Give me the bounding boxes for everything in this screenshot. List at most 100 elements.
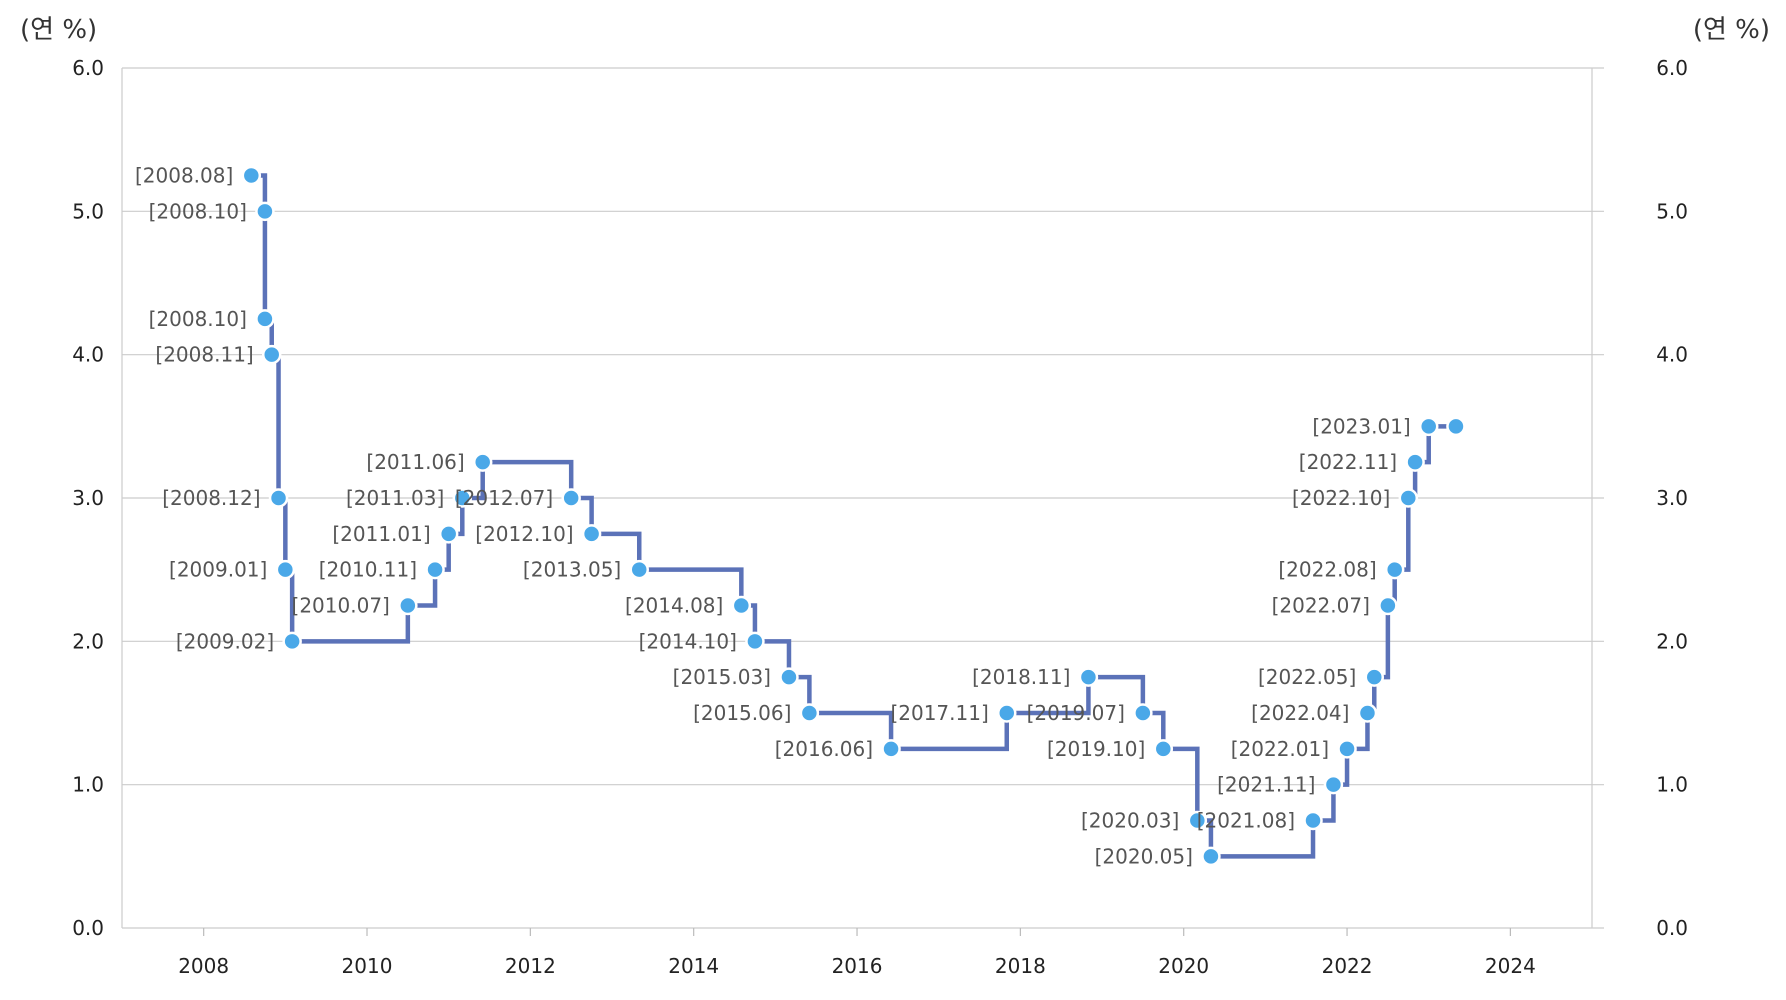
x-tick-label: 2022 xyxy=(1322,954,1373,978)
data-point-label: [2009.01] xyxy=(169,558,267,582)
data-point-label: [2015.03] xyxy=(673,665,771,689)
data-point-label: [2013.05] xyxy=(523,558,621,582)
data-point-marker xyxy=(472,452,493,472)
data-point-marker xyxy=(275,559,296,580)
data-point-marker xyxy=(779,667,799,687)
data-point-label: [2011.01] xyxy=(332,522,430,546)
data-point-marker xyxy=(425,559,445,580)
data-point-marker xyxy=(997,703,1017,723)
data-point-label: [2009.02] xyxy=(176,629,274,653)
y-tick-label-right: 3.0 xyxy=(1656,486,1688,510)
data-point-label: [2019.10] xyxy=(1047,737,1145,761)
data-point-marker xyxy=(1303,810,1323,831)
x-tick-label: 2018 xyxy=(995,954,1046,978)
y-tick-label-right: 2.0 xyxy=(1656,629,1688,653)
x-tick-label: 2016 xyxy=(832,954,883,978)
y-axis-unit-right: (연 %) xyxy=(1693,15,1770,45)
data-point-marker xyxy=(1418,416,1439,437)
data-point-marker xyxy=(581,524,602,544)
y-tick-label-left: 6.0 xyxy=(72,56,104,80)
data-point-marker xyxy=(745,631,765,652)
data-point-marker xyxy=(282,631,302,652)
data-point-label: [2021.08] xyxy=(1197,809,1295,833)
data-point-marker xyxy=(255,309,275,329)
data-point-marker xyxy=(1357,703,1378,723)
data-point-marker xyxy=(261,344,282,365)
x-tick-label: 2008 xyxy=(178,954,229,978)
data-point-label: [2014.10] xyxy=(639,629,737,653)
data-point-marker xyxy=(438,524,459,544)
data-point-label: [2010.07] xyxy=(292,594,390,618)
data-point-marker xyxy=(1337,739,1357,759)
data-point-label: [2008.12] xyxy=(162,486,260,510)
y-tick-label-right: 5.0 xyxy=(1656,199,1688,223)
data-point-label: [2019.07] xyxy=(1027,701,1125,725)
data-point-marker xyxy=(629,559,649,580)
data-point-label: [2015.06] xyxy=(693,701,791,725)
data-point-label: [2022.08] xyxy=(1278,558,1376,582)
data-point-label: [2008.08] xyxy=(135,164,233,188)
data-point-marker xyxy=(398,595,418,616)
data-point-label: [2011.06] xyxy=(366,450,464,474)
y-tick-label-right: 1.0 xyxy=(1656,773,1688,797)
data-point-marker xyxy=(241,165,262,186)
data-point-label: [2008.11] xyxy=(155,343,253,367)
data-point-label: [2016.06] xyxy=(775,737,873,761)
data-point-label: [2018.11] xyxy=(972,665,1070,689)
data-point-marker xyxy=(1364,667,1385,687)
y-tick-label-left: 2.0 xyxy=(72,629,104,653)
data-point-marker xyxy=(1378,595,1398,616)
y-tick-label-left: 4.0 xyxy=(72,343,104,367)
data-point-label: [2014.08] xyxy=(625,594,723,618)
axis-layer: 0.0 0.0 1.0 1.0 2.0 2.0 3.0 3.0 4.0 4.0 5.0 5.0 6.0 6… xyxy=(72,56,1688,978)
data-point-marker xyxy=(1201,846,1221,867)
y-tick-label-right: 4.0 xyxy=(1656,343,1688,367)
data-point-label: [2008.10] xyxy=(149,199,247,223)
data-point-marker xyxy=(881,739,901,759)
x-tick-label: 2024 xyxy=(1485,954,1536,978)
data-point-marker xyxy=(452,488,473,508)
y-tick-label-right: 6.0 xyxy=(1656,56,1688,80)
data-point-marker xyxy=(268,488,289,508)
data-point-label: [2012.07] xyxy=(455,486,553,510)
data-point-marker xyxy=(255,201,275,222)
data-point-label: [2021.11] xyxy=(1217,773,1315,797)
data-point-marker xyxy=(1398,488,1419,508)
x-tick-label: 2014 xyxy=(668,954,719,978)
data-point-marker xyxy=(1133,703,1153,723)
y-tick-label-left: 3.0 xyxy=(72,486,104,510)
data-point-marker xyxy=(1078,667,1099,687)
data-point-label: [2008.10] xyxy=(149,307,247,331)
y-tick-label-right: 0.0 xyxy=(1656,916,1688,940)
data-point-label: [2022.10] xyxy=(1292,486,1390,510)
data-point-label: [2022.07] xyxy=(1272,594,1370,618)
y-tick-label-left: 1.0 xyxy=(72,773,104,797)
y-axis-unit-left: (연 %) xyxy=(20,15,97,45)
data-point-marker xyxy=(731,595,752,616)
data-point-label: [2012.10] xyxy=(475,522,573,546)
data-point-label: [2020.03] xyxy=(1081,809,1179,833)
data-point-label: [2022.01] xyxy=(1231,737,1329,761)
data-point-marker xyxy=(799,703,820,723)
y-tick-label-left: 5.0 xyxy=(72,199,104,223)
data-point-label: [2017.11] xyxy=(890,701,988,725)
data-point-marker xyxy=(1153,739,1174,759)
data-point-label: [2022.11] xyxy=(1299,450,1397,474)
data-point-label: [2022.04] xyxy=(1251,701,1349,725)
data-point-label: [2023.01] xyxy=(1312,414,1410,438)
x-tick-label: 2010 xyxy=(342,954,393,978)
data-point-marker xyxy=(1187,810,1208,831)
data-point-marker xyxy=(1323,774,1344,795)
data-point-marker xyxy=(1446,416,1466,437)
data-point-label: [2010.11] xyxy=(319,558,417,582)
data-point-marker xyxy=(561,488,581,508)
x-tick-label: 2012 xyxy=(505,954,556,978)
marker-layer xyxy=(241,165,1466,867)
data-point-label: [2022.05] xyxy=(1258,665,1356,689)
y-tick-label-left: 0.0 xyxy=(72,916,104,940)
data-point-marker xyxy=(1384,559,1405,580)
x-tick-label: 2020 xyxy=(1158,954,1209,978)
label-layer: [2008.08] [2008.10] [2008.10] [2008.11] [200… xyxy=(135,164,1411,869)
